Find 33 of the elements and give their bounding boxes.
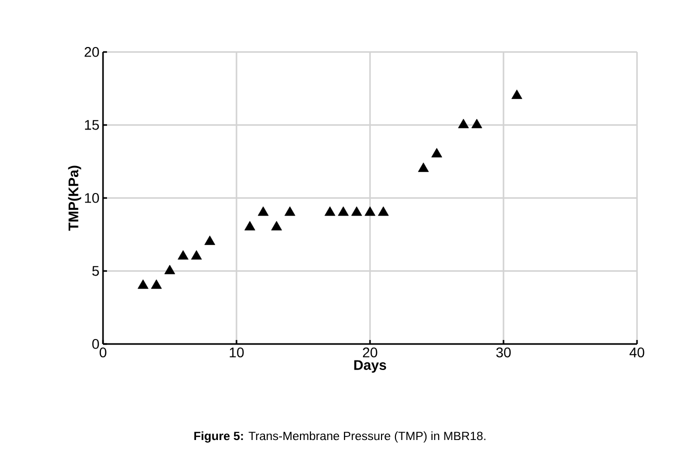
- point: [244, 220, 256, 230]
- y-tick-label: 15: [85, 120, 99, 130]
- y-tick-label: 0: [92, 339, 99, 349]
- point: [511, 90, 522, 99]
- y-tick-label: 20: [84, 47, 99, 57]
- point: [271, 220, 282, 230]
- point: [204, 236, 216, 245]
- text: Figure 5: Trans-Membrane Pressure (TMP) in MBR18.: [194, 431, 486, 443]
- x-tick-label: 40: [630, 347, 644, 358]
- point: [191, 250, 202, 260]
- point: [351, 206, 362, 216]
- x-tick-label: 20: [362, 347, 378, 358]
- point: [471, 118, 482, 128]
- point: [418, 162, 429, 172]
- point: [324, 206, 336, 216]
- y-tick-label: 10: [85, 193, 99, 203]
- point: [164, 264, 176, 274]
- x-axis-title: Days: [354, 360, 386, 373]
- x-tick-label: 10: [230, 347, 244, 358]
- point: [258, 206, 269, 216]
- point: [431, 148, 442, 158]
- y-tick-label: 5: [92, 266, 99, 276]
- x-tick-label: 0: [100, 347, 106, 358]
- point: [458, 118, 469, 128]
- point: [138, 279, 148, 289]
- y-axis-title: TMP(KPa): [68, 166, 82, 231]
- point: [151, 279, 162, 289]
- point: [338, 206, 349, 216]
- point: [284, 206, 296, 216]
- x-tick-label: 30: [496, 347, 511, 358]
- point: [364, 206, 376, 216]
- point: [178, 250, 189, 260]
- point: [378, 206, 389, 216]
